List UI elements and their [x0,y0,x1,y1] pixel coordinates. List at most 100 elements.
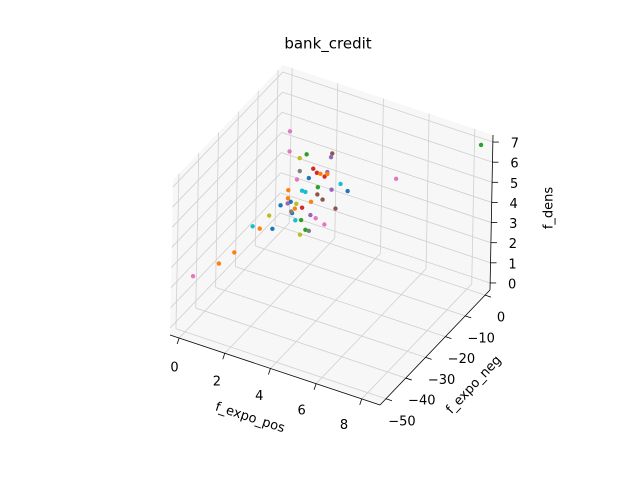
point [250,224,255,229]
grid-line [280,192,491,264]
y-axis [379,289,491,406]
grid-line [175,173,180,329]
point [266,213,272,218]
point [313,216,318,221]
point [293,218,298,223]
grid-line [281,132,492,203]
chart-title: bank_credit [284,35,371,54]
y-tick [484,294,492,298]
point [311,166,316,171]
x-tick [222,353,226,360]
y-tick-label: −10 [468,331,495,346]
grid-line [175,328,387,400]
grid-line [171,152,282,268]
grid-line [171,132,282,248]
z-axis [489,134,494,291]
grid-line [169,212,281,329]
grid-line [280,172,492,244]
point [287,129,293,134]
point [297,232,303,237]
point [298,217,304,223]
grid-line [170,172,282,288]
y-tick-label: −50 [388,414,415,429]
grid-line [172,71,284,188]
z-tick-label: 4 [510,197,518,212]
z-tick-label: 6 [510,157,518,172]
z-tick-label: 5 [510,177,518,192]
x-tick [359,398,363,406]
point [303,189,308,195]
grid-line [195,153,200,309]
pane [170,220,490,405]
grid-line [172,91,283,208]
point [297,155,302,161]
grid-line [274,224,486,296]
grid-line [270,253,381,369]
point [294,201,299,206]
grid-line [170,192,281,309]
grid-line [224,237,336,354]
grid-line [334,83,339,239]
point [303,227,308,232]
point [393,176,399,182]
grid-line [255,245,466,317]
point [216,261,222,266]
grid-line [361,283,473,400]
point [294,177,300,182]
grid-line [380,98,384,254]
z-tick-label: 0 [508,277,516,292]
point [322,222,327,227]
point [278,203,283,208]
point [257,226,262,231]
point [306,228,312,234]
point [299,188,305,193]
point [297,168,302,174]
point [333,206,338,211]
grid-line [171,112,283,228]
grid-line [235,266,446,338]
point [308,199,314,205]
point [304,152,309,157]
point [285,196,291,201]
point [330,151,335,156]
x-tick-label: 2 [213,375,221,390]
point [338,181,343,187]
point [292,206,298,211]
pane [280,65,493,290]
grid-line [195,307,406,379]
grid-line [471,128,476,284]
y-tick-label: −30 [428,373,455,388]
x-tick-label: 6 [298,403,306,418]
point [285,201,290,206]
x-tick-label: 8 [340,418,348,433]
y-tick [385,398,393,402]
point [315,192,320,197]
point [190,273,196,279]
grid-line [282,71,493,143]
x-tick [268,368,271,375]
grid-line [425,113,430,269]
x-tick-label: 4 [255,389,263,404]
point [306,175,312,181]
grid-line [215,286,426,358]
grid-line [235,111,239,267]
point [232,250,237,255]
y-tick [445,336,452,340]
point [287,149,292,154]
grid-line [274,70,279,226]
grid-line [178,222,290,339]
z-tick-label: 3 [509,217,517,232]
grid-line [281,111,493,183]
x-tick [313,383,317,390]
y-tick [425,356,432,360]
z-tick-label: 1 [508,257,516,272]
point [345,188,350,194]
point [328,154,334,160]
z-tick-label: 7 [511,137,519,152]
point [320,197,325,202]
grid-line [315,268,427,384]
pane [170,65,283,335]
z-axis-label: f_dens [542,187,557,230]
point [329,187,334,192]
